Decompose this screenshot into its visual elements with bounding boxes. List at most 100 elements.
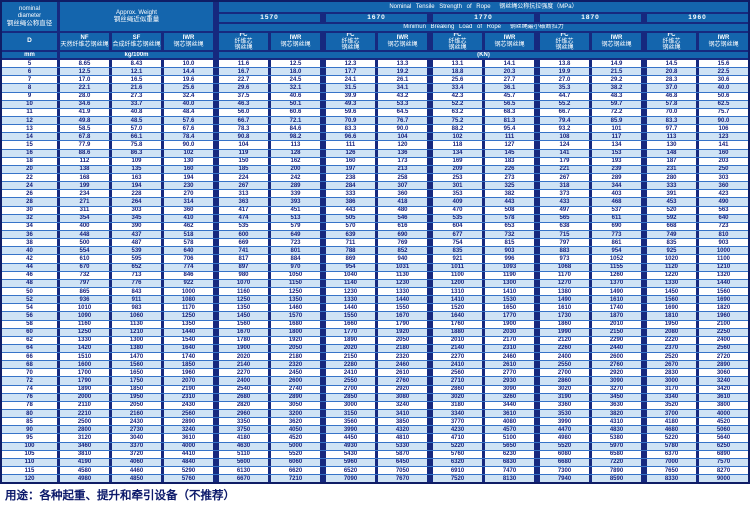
cell-value: 505 xyxy=(320,214,375,222)
cell-value: 120 xyxy=(375,141,427,149)
cell-value: 2550 xyxy=(320,377,375,385)
cell-value: 3190 xyxy=(534,393,589,401)
cell-value: 2310 xyxy=(161,393,213,401)
cell-value: 2320 xyxy=(268,361,320,369)
table-row: 12 49.8 48.5 57.6 66.7 72.1 70.9 76.7 75.2 81.3 79… xyxy=(2,115,748,125)
table-row: 18 112 109 130 150 162 160 173 169 183 179 193 187 20… xyxy=(2,156,748,165)
cell-value: 22.5 xyxy=(696,68,748,76)
cell-value: 230 xyxy=(161,182,213,190)
cell-value: 652 xyxy=(109,263,161,271)
cell-value: 443 xyxy=(320,206,375,214)
cell-value: 1100 xyxy=(427,271,482,279)
cell-value: 797 xyxy=(57,279,109,287)
cell-value: 1220 xyxy=(641,271,696,279)
cell-value: 3060 xyxy=(696,369,748,377)
cell-value: 1330 xyxy=(375,287,427,296)
header-approx-weight-en: Approx. Weight xyxy=(116,9,157,16)
cell-value: 2560 xyxy=(161,410,213,418)
cell-diameter: 40 xyxy=(26,247,33,254)
cell-diameter: 11 xyxy=(26,109,33,116)
cell-value: 5960 xyxy=(320,458,375,467)
header-weight-sf-code: SF xyxy=(132,35,141,42)
cell-value: 52.2 xyxy=(427,100,482,108)
cell-value: 239 xyxy=(589,165,641,173)
cell-value: 15.6 xyxy=(696,60,748,68)
cell-value: 20.8 xyxy=(641,68,696,76)
cell-value: 1330 xyxy=(320,296,375,304)
cell-value: 1090 xyxy=(57,312,109,320)
cell-value: 3460 xyxy=(57,442,109,450)
cell-value: 2250 xyxy=(696,328,748,336)
cell-value: 3750 xyxy=(213,426,268,434)
table-row: 90 2800 2730 3240 3750 4050 3990 4320 4230 4570 44… xyxy=(2,425,748,434)
cell-value: 102 xyxy=(161,149,213,157)
cell-value: 409 xyxy=(427,198,482,206)
cell-value: 185 xyxy=(213,165,268,173)
cell-value: 5970 xyxy=(589,442,641,450)
header-breaking-title-zh: 钢丝绳最小破断拉力 xyxy=(509,24,564,31)
cell-value: 2140 xyxy=(213,361,268,369)
cell-value: 68.3 xyxy=(482,108,534,116)
cell-value: 1560 xyxy=(213,320,268,328)
cell-diameter: 62 xyxy=(26,337,33,344)
cell-value: 723 xyxy=(268,239,320,247)
cell-value: 433 xyxy=(534,198,589,206)
cell-diameter: 7 xyxy=(27,76,32,83)
table-row: 38 500 487 578 669 723 711 769 754 815 797 861 835 90… xyxy=(2,238,748,247)
cell-value: 18.8 xyxy=(427,68,482,76)
table-row: 20 138 135 160 185 200 197 213 209 226 221 239 231 25… xyxy=(2,164,748,173)
cell-value: 19.2 xyxy=(375,68,427,76)
cell-value: 40.8 xyxy=(109,108,161,116)
cell-value: 59.6 xyxy=(320,108,375,116)
cell-value: 2730 xyxy=(109,426,161,434)
table-row: 8 22.1 21.6 25.6 29.6 32.1 31.5 34.1 33.4 36.1 35.… xyxy=(2,83,748,92)
cell-value: 1260 xyxy=(589,271,641,279)
cell-value: 520 xyxy=(641,206,696,214)
cell-value: 843 xyxy=(109,287,161,296)
cell-value: 10.0 xyxy=(161,60,213,68)
table-row: 44 670 652 774 897 970 954 1031 1011 1093 1068 1155… xyxy=(2,262,748,271)
header-unit-mm: mm xyxy=(2,50,57,58)
cell-value: 535 xyxy=(427,214,482,222)
cell-value: 30.6 xyxy=(696,76,748,84)
cell-value: 1460 xyxy=(268,304,320,312)
cell-value: 2150 xyxy=(320,353,375,361)
cell-value: 145 xyxy=(482,149,534,157)
cell-value: 160 xyxy=(696,149,748,157)
cell-value: 1170 xyxy=(534,271,589,279)
cell-value: 3240 xyxy=(696,377,748,385)
cell-value: 79.4 xyxy=(534,116,589,125)
table-row: 13 58.5 57.0 67.6 78.3 84.6 83.3 90.0 88.2 95.4 93… xyxy=(2,124,748,133)
cell-value: 76.7 xyxy=(375,116,427,125)
cell-value: 53.3 xyxy=(375,100,427,108)
table-row: 42 610 595 706 817 884 869 940 921 996 973 1052 1020… xyxy=(2,254,748,263)
cell-value: 3340 xyxy=(641,393,696,401)
cell-value: 14.4 xyxy=(161,68,213,76)
cell-value: 21.5 xyxy=(589,68,641,76)
cell-value: 2860 xyxy=(534,377,589,385)
cell-value: 616 xyxy=(375,222,427,230)
cell-value: 141 xyxy=(696,141,748,149)
cell-value: 393 xyxy=(268,198,320,206)
cell-value: 187 xyxy=(641,157,696,165)
cell-value: 194 xyxy=(161,173,213,182)
cell-value: 6680 xyxy=(534,458,589,467)
cell-value: 16.7 xyxy=(213,68,268,76)
cell-value: 313 xyxy=(213,190,268,198)
cell-value: 1170 xyxy=(161,304,213,312)
cell-value: 3350 xyxy=(213,418,268,426)
cell-value: 134 xyxy=(427,149,482,157)
table-row: 56 1090 1060 1250 1450 1570 1550 1670 1640 1770 17… xyxy=(2,311,748,320)
cell-value: 2120 xyxy=(534,336,589,344)
cell-value: 86.3 xyxy=(109,149,161,157)
cell-value: 1050 xyxy=(268,271,320,279)
cell-diameter: 68 xyxy=(26,361,33,368)
table-row: 28 271 264 314 363 393 386 418 409 443 433 468 453 49… xyxy=(2,197,748,206)
cell-value: 1130 xyxy=(109,320,161,328)
cell-value: 970 xyxy=(268,263,320,271)
cell-value: 3610 xyxy=(161,434,213,442)
cell-value: 453 xyxy=(641,198,696,206)
cell-value: 2680 xyxy=(213,393,268,401)
cell-value: 4060 xyxy=(109,458,161,467)
cell-value: 2280 xyxy=(320,361,375,369)
